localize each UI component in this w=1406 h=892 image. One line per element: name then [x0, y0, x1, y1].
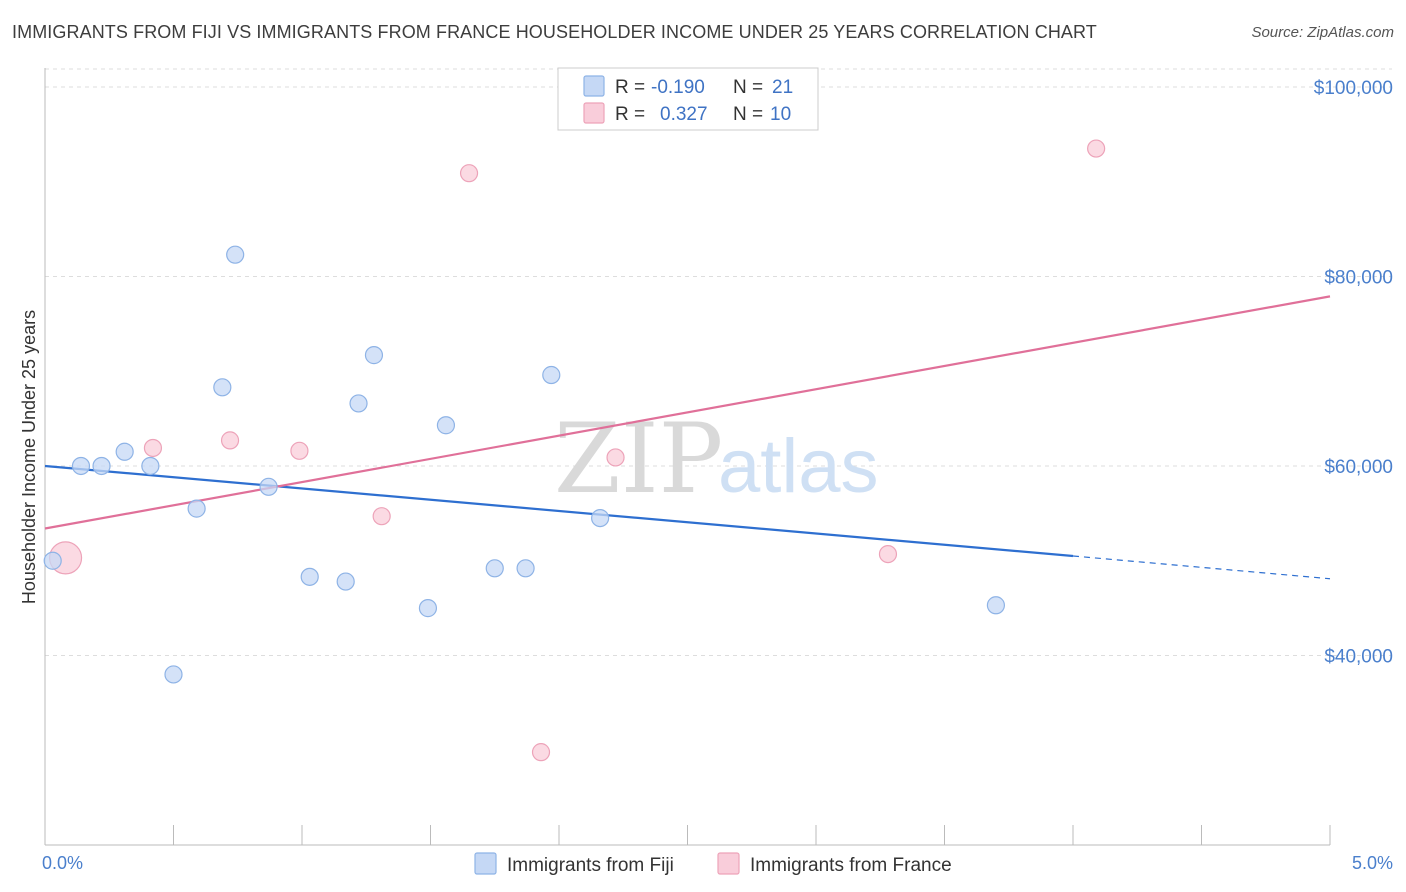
y-tick-labels: $40,000 $60,000 $80,000 $100,000 [1314, 78, 1393, 668]
france-point-5 [459, 164, 479, 183]
legend-n-label-fiji: N = [733, 77, 763, 98]
fiji-point-6 [187, 499, 206, 518]
fiji-point-8 [226, 245, 245, 264]
x-tick-label-start: 0.0% [42, 853, 83, 873]
watermark: ZIP atlas [554, 403, 879, 515]
legend-n-value-fiji: 21 [772, 77, 793, 98]
fiji-point-5 [164, 665, 183, 684]
y-tick-label-1: $60,000 [1324, 457, 1393, 478]
fiji-point-20 [986, 596, 1006, 615]
trend-lines [44, 295, 1331, 580]
fiji-point-0 [43, 551, 62, 570]
legend-r-label-france: R = [615, 104, 645, 125]
legend-n-value-france: 10 [770, 104, 791, 125]
trend-line-fiji [44, 464, 1074, 558]
legend-n-label-france: N = [733, 104, 763, 125]
y-axis-label: Householder Income Under 25 years [19, 310, 39, 604]
chart-source: Source: ZipAtlas.com [1251, 24, 1394, 41]
legend-r-label-fiji: R = [615, 77, 645, 98]
fiji-point-16 [485, 559, 504, 578]
fiji-point-9 [259, 477, 278, 496]
chart-title: IMMIGRANTS FROM FIJI VS IMMIGRANTS FROM … [12, 22, 1097, 42]
fiji-point-7 [213, 378, 232, 397]
france-point-6 [531, 743, 551, 762]
correlation-legend: R = -0.190 N = 21 R = 0.327 N = 10 [557, 67, 819, 131]
trend-line-fiji-extension [1072, 555, 1331, 580]
france-point-3 [290, 441, 309, 460]
bottom-legend-label-france: Immigrants from France [750, 855, 952, 876]
fiji-point-10 [300, 567, 319, 586]
france-point-2 [220, 431, 240, 450]
bottom-legend-label-fiji: Immigrants from Fiji [507, 855, 674, 876]
legend-swatch-fiji [583, 75, 605, 97]
legend-r-value-france: 0.327 [660, 104, 708, 125]
fiji-point-1 [71, 456, 91, 476]
fiji-point-14 [418, 599, 438, 618]
fiji-point-17 [516, 559, 535, 578]
fiji-point-11 [336, 572, 355, 591]
fiji-point-3 [115, 442, 134, 461]
fiji-point-18 [542, 365, 561, 385]
trend-line-france [44, 295, 1331, 530]
france-point-9 [1087, 139, 1106, 158]
x-tick-labels: 0.0% 5.0% [42, 853, 1393, 873]
fiji-point-12 [349, 394, 368, 413]
fiji-point-15 [436, 416, 456, 435]
watermark-atlas: atlas [718, 424, 879, 509]
grid-lines [45, 68, 1392, 656]
fiji-point-4 [141, 456, 160, 476]
fiji-point-13 [364, 346, 384, 365]
france-point-8 [878, 544, 898, 564]
y-tick-label-3: $100,000 [1314, 78, 1393, 99]
watermark-zip: ZIP [554, 403, 723, 515]
bottom-legend-swatch-fiji [474, 852, 497, 875]
france-point-7 [606, 448, 625, 467]
bottom-legend-swatch-france [717, 852, 740, 875]
france-point-4 [372, 507, 391, 526]
fiji-point-19 [591, 508, 610, 528]
data-points [43, 139, 1106, 762]
axes [44, 68, 1331, 846]
y-tick-label-2: $80,000 [1324, 267, 1393, 288]
fiji-point-2 [92, 456, 111, 476]
x-tick-label-end: 5.0% [1352, 853, 1393, 873]
legend-r-value-fiji: -0.190 [651, 77, 705, 98]
france-point-1 [143, 438, 163, 458]
series-legend: Immigrants from Fiji Immigrants from Fra… [474, 852, 952, 876]
legend-swatch-france [583, 102, 605, 124]
y-tick-label-0: $40,000 [1324, 646, 1393, 667]
